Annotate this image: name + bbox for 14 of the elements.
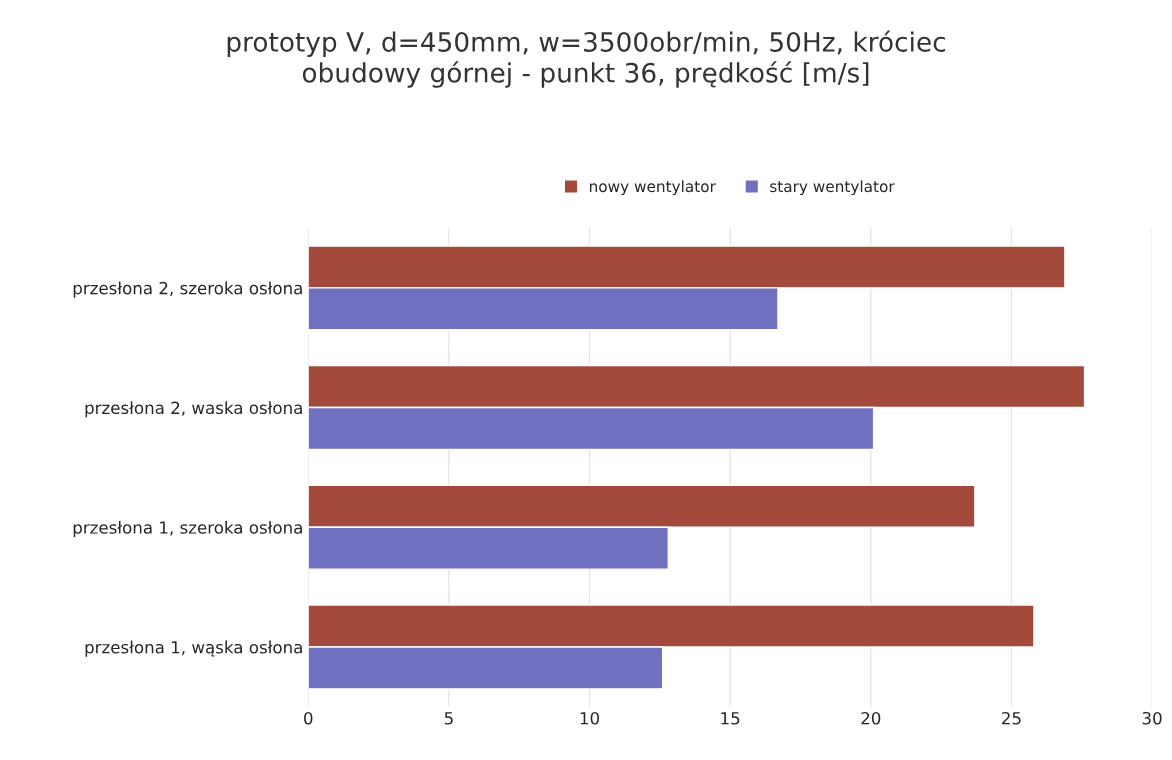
chart-title: prototyp V, d=450mm, w=3500obr/min, 50Hz, króciec obudowy górnej - punkt 36, prędkość [m/s]: [227, 30, 946, 88]
y-tick-label: przesłona 2, szeroka osłona: [73, 281, 302, 298]
x-tick-label: 0: [304, 711, 313, 725]
legend-label: nowy wentylator: [589, 180, 716, 196]
x-tick-label: 15: [721, 712, 740, 725]
x-tick-label: 5: [444, 712, 453, 725]
x-tick-label: 30: [1142, 711, 1162, 725]
x-tick-label: 10: [580, 711, 600, 725]
y-tick-label: przesłona 2, waska osłona: [85, 401, 302, 418]
legend-label: stary wentylator: [770, 180, 895, 196]
y-tick-label: przesłona 1, wąska osłona: [85, 640, 302, 657]
y-tick-label: przesłona 1, szeroka osłona: [73, 520, 302, 538]
x-tick-label: 25: [1002, 711, 1021, 725]
x-tick-label: 20: [861, 711, 881, 725]
